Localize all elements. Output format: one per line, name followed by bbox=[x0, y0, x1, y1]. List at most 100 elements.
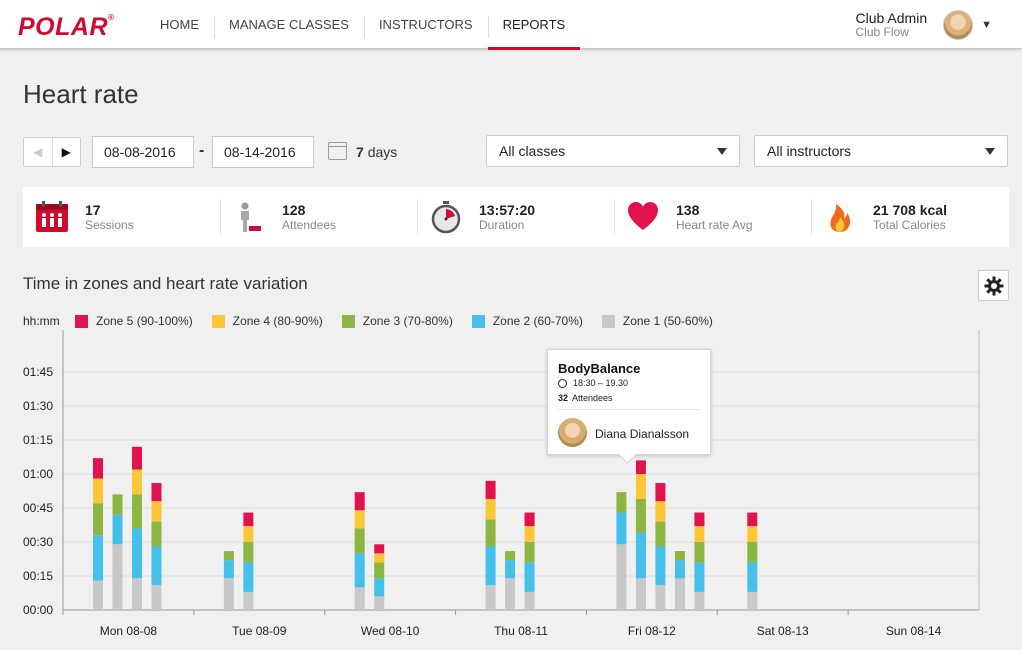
instructor-select-value: All instructors bbox=[767, 143, 852, 159]
bar-segment bbox=[93, 478, 103, 504]
stat-sessions: 17 Sessions bbox=[23, 187, 220, 247]
start-date-field[interactable]: 08-08-2016 bbox=[92, 136, 194, 168]
stat-calories: 21 708 kcal Total Calories bbox=[811, 187, 1008, 247]
bar-segment bbox=[151, 501, 162, 522]
stat-value: 13:57:20 bbox=[479, 201, 536, 218]
flame-icon bbox=[830, 204, 851, 232]
x-tick-label: Sun 08-14 bbox=[886, 624, 942, 638]
bar-segment bbox=[747, 512, 758, 527]
bar-segment bbox=[505, 560, 516, 579]
legend-label: Zone 5 (90-100%) bbox=[96, 314, 193, 328]
bar-segment bbox=[485, 546, 496, 586]
dropdown-arrow-icon bbox=[717, 148, 727, 155]
bar-segment bbox=[243, 562, 254, 592]
previous-week-button[interactable]: ◀ bbox=[24, 138, 53, 166]
bar-segment bbox=[524, 526, 535, 542]
tooltip-attendees-label: Attendees bbox=[572, 393, 613, 403]
user-avatar[interactable] bbox=[943, 10, 974, 40]
next-week-button[interactable]: ▶ bbox=[61, 145, 71, 159]
tooltip-title: BodyBalance bbox=[558, 361, 641, 376]
bar-segment bbox=[132, 446, 142, 470]
stat-value: 128 bbox=[282, 201, 306, 218]
stat-heart-rate: 138 Heart rate Avg bbox=[614, 187, 811, 247]
nav-manage-classes[interactable]: MANAGE CLASSES bbox=[214, 0, 364, 49]
bar-segment bbox=[635, 460, 646, 474]
session-tooltip: BodyBalance 18:30 – 19.30 32 Attendees Di… bbox=[547, 349, 711, 455]
bar-segment bbox=[354, 587, 365, 610]
bar-segment bbox=[93, 458, 103, 479]
instructor-select[interactable]: All instructors bbox=[754, 135, 1008, 167]
chart-settings-button[interactable] bbox=[978, 270, 1009, 301]
legend-item[interactable]: Zone 3 (70-80%) bbox=[341, 314, 453, 328]
bar-segment bbox=[524, 512, 535, 527]
bar-segment bbox=[223, 578, 234, 610]
stat-value: 17 bbox=[85, 201, 101, 218]
y-tick-label: 01:15 bbox=[23, 433, 53, 447]
chart-legend: Zone 5 (90-100%) Zone 4 (80-90%) Zone 3 (7… bbox=[75, 314, 732, 328]
bar-segment bbox=[151, 483, 162, 502]
legend-label: Zone 4 (80-90%) bbox=[232, 314, 323, 328]
bar-segment bbox=[93, 580, 103, 610]
top-navigation-bar: POLAR® HOME MANAGE CLASSES INSTRUCTORS R… bbox=[0, 0, 1022, 50]
stat-attendees: 128 Attendees bbox=[220, 187, 417, 247]
y-tick-label: 01:30 bbox=[23, 399, 53, 413]
bar-segment bbox=[747, 542, 758, 563]
x-tick-label: Wed 08-10 bbox=[361, 624, 420, 638]
bar-segment bbox=[655, 521, 666, 547]
gear-icon bbox=[984, 276, 1003, 295]
legend-item[interactable]: Zone 4 (80-90%) bbox=[211, 314, 323, 328]
nav-reports[interactable]: REPORTS bbox=[487, 0, 581, 50]
instructor-avatar bbox=[558, 418, 587, 447]
bar-segment bbox=[223, 560, 234, 579]
bar-segment bbox=[485, 585, 496, 610]
bar-segment bbox=[151, 546, 162, 586]
bar-segment bbox=[747, 591, 758, 610]
stat-label: Heart rate Avg bbox=[676, 217, 753, 232]
y-tick-label: 01:45 bbox=[23, 365, 53, 379]
legend-label: Zone 2 (60-70%) bbox=[492, 314, 583, 328]
bar-segment bbox=[243, 591, 254, 610]
logo-text: POLAR bbox=[18, 13, 108, 41]
legend-item[interactable]: Zone 2 (60-70%) bbox=[471, 314, 583, 328]
bar-segment bbox=[616, 492, 627, 513]
stat-duration: 13:57:20 Duration bbox=[417, 187, 614, 247]
user-menu[interactable]: Club Admin Club Flow ▼ bbox=[856, 10, 992, 40]
nav-instructors[interactable]: INSTRUCTORS bbox=[363, 0, 488, 49]
end-date-field[interactable]: 08-14-2016 bbox=[212, 136, 314, 168]
bar-segment bbox=[354, 553, 365, 588]
legend-swatch bbox=[75, 314, 88, 328]
date-separator: - bbox=[199, 142, 205, 159]
polar-logo[interactable]: POLAR® bbox=[18, 13, 115, 41]
bar-segment bbox=[694, 591, 705, 610]
nav-home[interactable]: HOME bbox=[160, 17, 199, 32]
y-tick-label: 00:15 bbox=[23, 569, 53, 583]
bar-segment bbox=[485, 519, 496, 547]
clock-icon bbox=[558, 378, 567, 388]
class-select[interactable]: All classes bbox=[486, 135, 740, 167]
stat-label: Sessions bbox=[85, 217, 134, 232]
user-name: Club Admin bbox=[855, 10, 928, 26]
legend-swatch bbox=[601, 314, 615, 328]
bar-segment bbox=[674, 560, 685, 579]
bar-segment bbox=[747, 526, 758, 542]
tooltip-time: 18:30 – 19.30 bbox=[558, 378, 628, 388]
legend-item[interactable]: Zone 5 (90-100%) bbox=[75, 314, 193, 328]
stopwatch-icon bbox=[431, 201, 461, 234]
calendar-icon[interactable] bbox=[328, 142, 347, 160]
x-tick-label: Sat 08-13 bbox=[757, 624, 809, 638]
legend-item[interactable]: Zone 1 (50-60%) bbox=[601, 314, 713, 328]
legend-label: Zone 3 (70-80%) bbox=[362, 314, 453, 328]
bar-segment bbox=[616, 512, 627, 545]
bar-segment bbox=[112, 494, 123, 515]
chevron-down-icon[interactable]: ▼ bbox=[981, 19, 992, 31]
tooltip-attendees-count: 32 bbox=[558, 393, 569, 403]
main-nav: HOME MANAGE CLASSES INSTRUCTORS REPORTS bbox=[145, 0, 581, 50]
days-value: 7 bbox=[356, 144, 364, 160]
dropdown-arrow-icon bbox=[985, 148, 995, 155]
bar-segment bbox=[635, 474, 646, 499]
legend-swatch bbox=[471, 314, 485, 328]
tooltip-divider bbox=[558, 409, 700, 410]
attendees-icon bbox=[241, 202, 261, 232]
bar-segment bbox=[616, 544, 627, 610]
stat-value: 21 708 kcal bbox=[873, 201, 947, 218]
